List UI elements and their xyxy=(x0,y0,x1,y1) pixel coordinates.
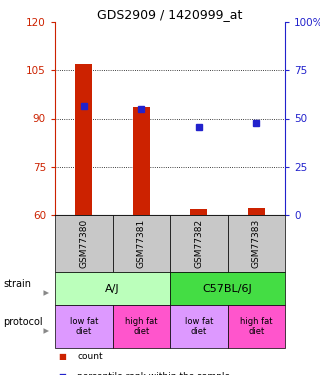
Text: low fat
diet: low fat diet xyxy=(69,317,98,336)
Text: high fat
diet: high fat diet xyxy=(240,317,273,336)
Bar xyxy=(132,107,150,215)
Text: protocol: protocol xyxy=(3,317,43,327)
Text: GSM77381: GSM77381 xyxy=(137,219,146,268)
Text: GSM77380: GSM77380 xyxy=(79,219,88,268)
Bar xyxy=(248,208,265,215)
Text: high fat
diet: high fat diet xyxy=(125,317,157,336)
Text: ■: ■ xyxy=(58,372,66,375)
Text: low fat
diet: low fat diet xyxy=(185,317,213,336)
Title: GDS2909 / 1420999_at: GDS2909 / 1420999_at xyxy=(97,8,243,21)
Text: ■: ■ xyxy=(58,352,66,361)
Text: GSM77382: GSM77382 xyxy=(194,219,203,268)
Text: count: count xyxy=(77,352,103,361)
Text: percentile rank within the sample: percentile rank within the sample xyxy=(77,372,230,375)
Text: A/J: A/J xyxy=(105,284,120,294)
Bar xyxy=(75,64,92,215)
Text: strain: strain xyxy=(3,279,31,289)
Bar xyxy=(190,209,207,215)
Text: GSM77383: GSM77383 xyxy=(252,219,261,268)
Text: C57BL/6J: C57BL/6J xyxy=(203,284,252,294)
